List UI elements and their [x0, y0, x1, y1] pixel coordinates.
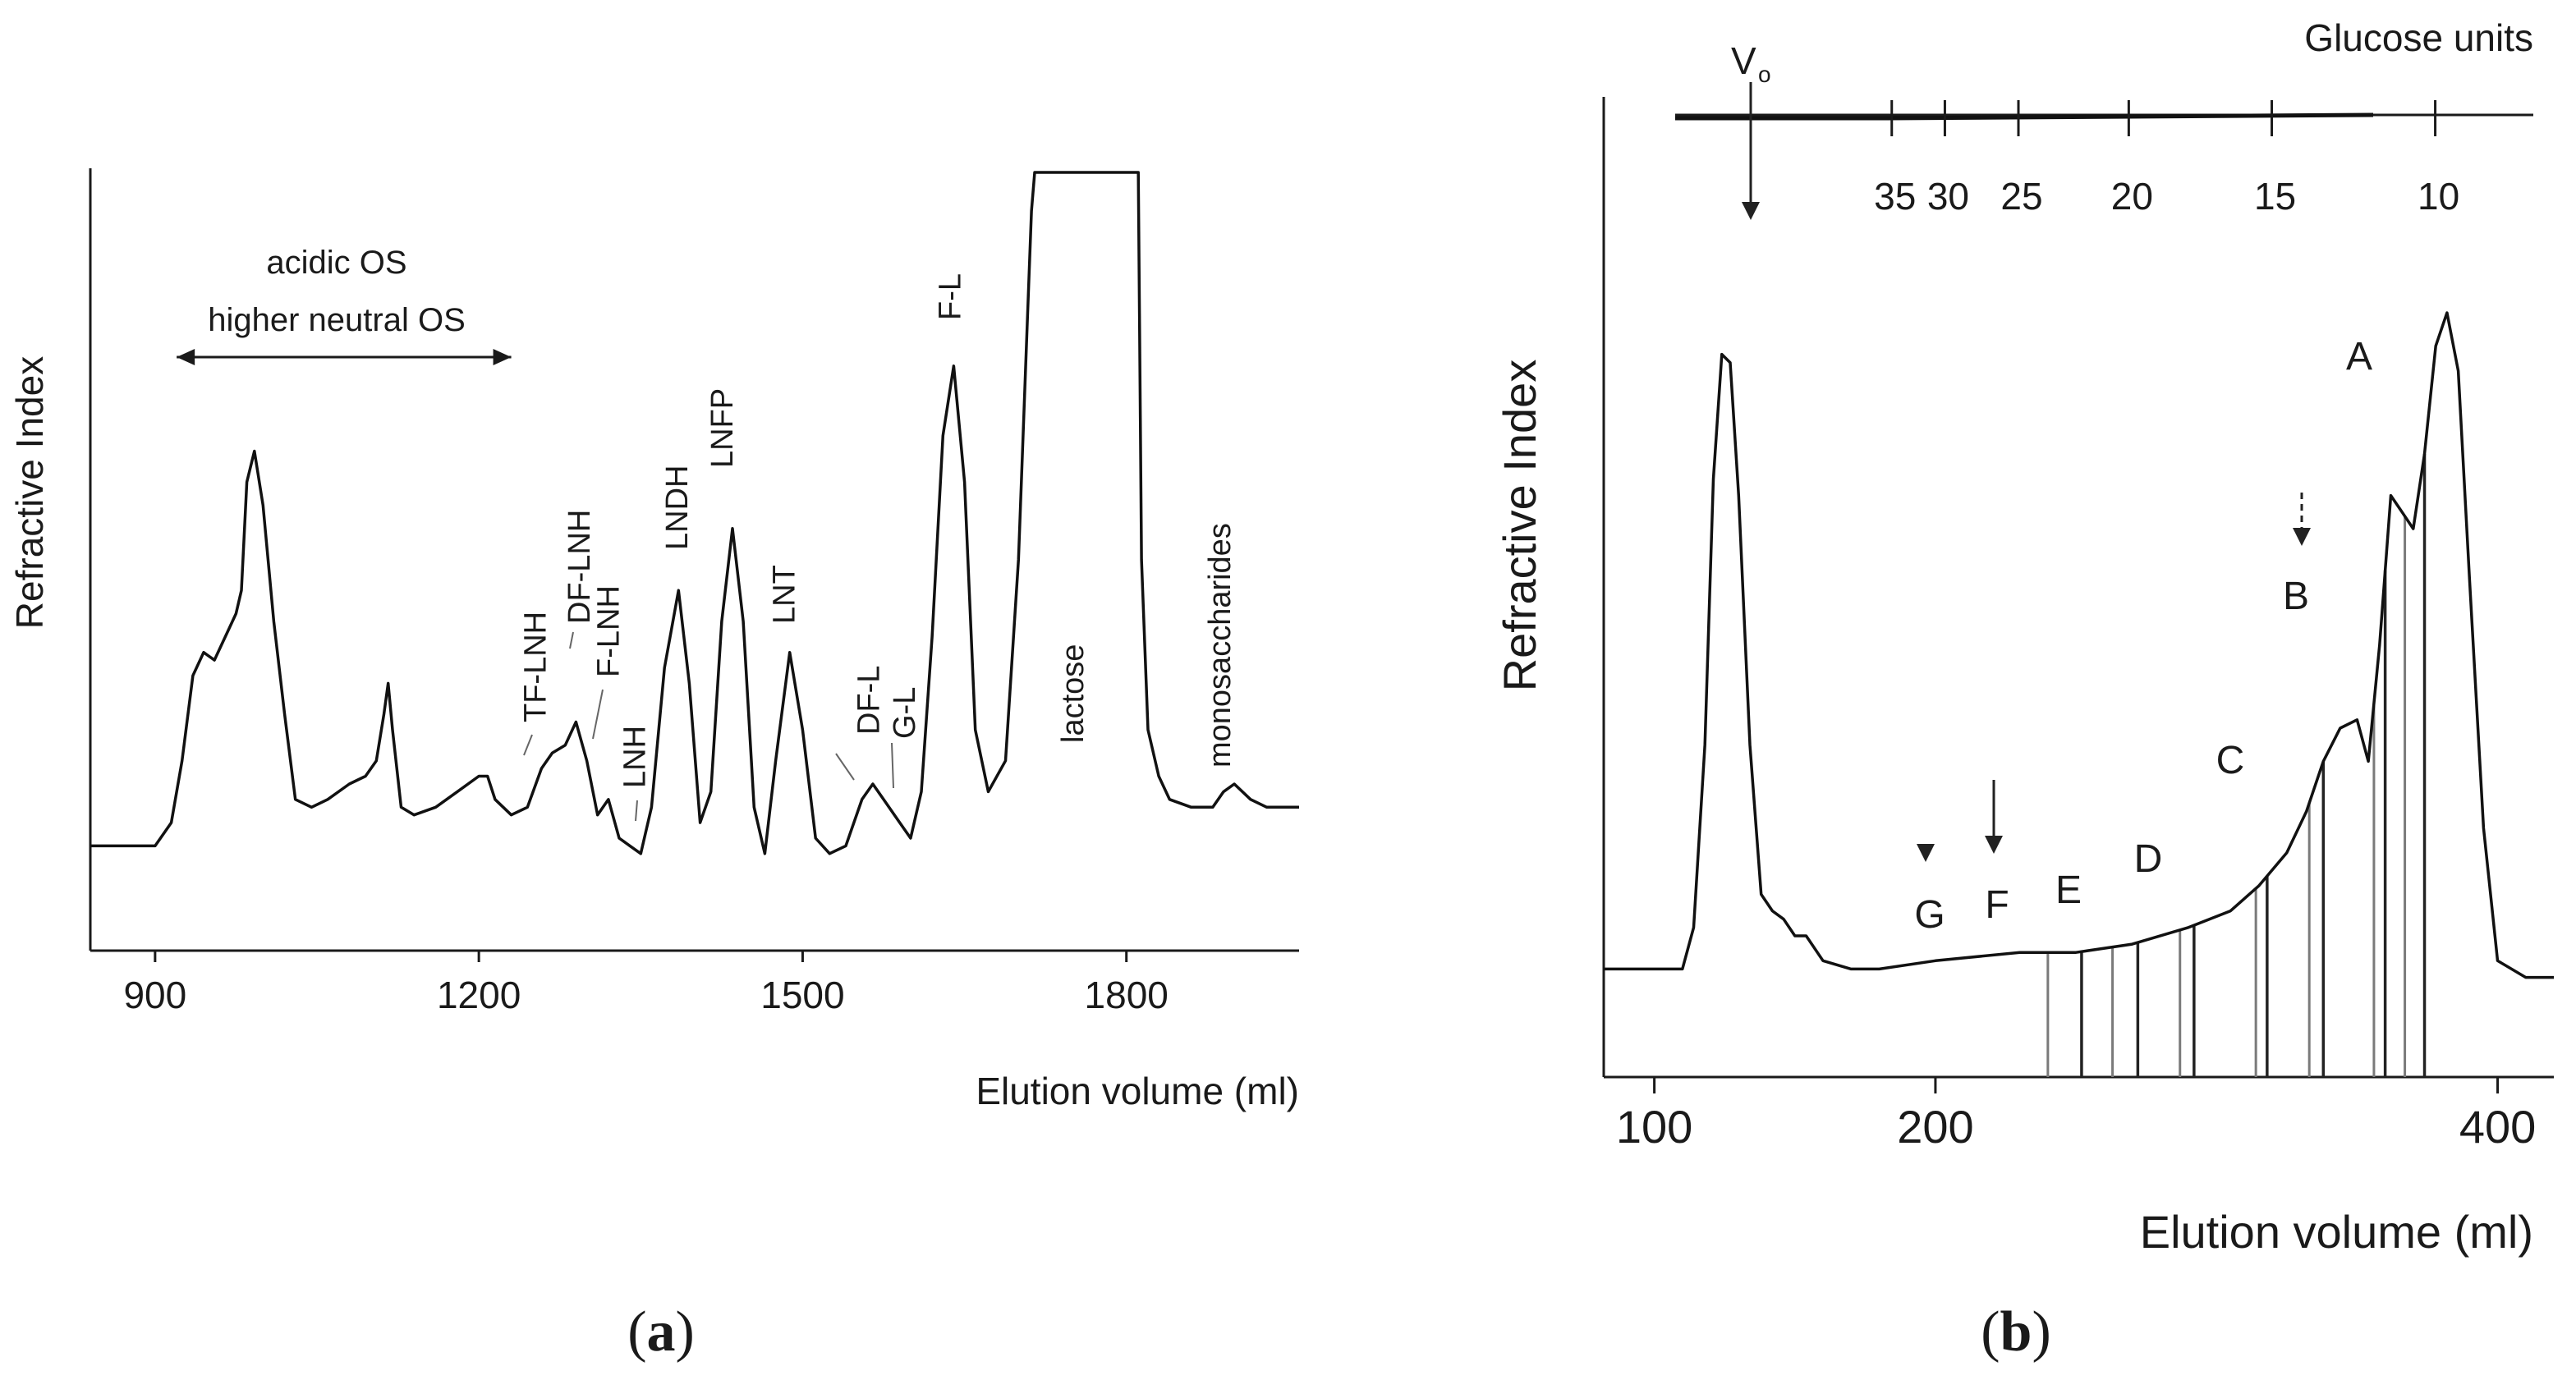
arrow-head: [1742, 202, 1760, 220]
panel-a-y-axis-label: Refractive Index: [8, 356, 51, 629]
fraction-letter: C: [2216, 739, 2245, 782]
peak-label: lactose: [1056, 644, 1091, 743]
x-tick-label: 1800: [1085, 974, 1169, 1016]
panel-label-b: (b): [1981, 1300, 2051, 1364]
fraction-letter: F: [1985, 883, 2009, 927]
peak-label: G-L: [888, 687, 922, 739]
panel-b-chromatogram-trace: [1604, 311, 2554, 979]
glucose-tick-label: 30: [1927, 175, 1969, 218]
x-tick-label: 200: [1897, 1101, 1973, 1153]
arrow-head: [2293, 528, 2311, 546]
x-tick-label: 100: [1616, 1101, 1692, 1153]
x-tick-label: 1200: [437, 974, 521, 1016]
fraction-letter: D: [2134, 837, 2163, 881]
peak-label: LNFP: [705, 388, 740, 468]
arrow-head: [1985, 836, 2003, 854]
x-tick-label: 1500: [760, 974, 844, 1016]
panel-b-x-axis-label: Elution volume (ml): [2140, 1206, 2533, 1258]
fraction-letter: B: [2283, 575, 2309, 618]
peak-leader-line: [891, 742, 894, 789]
panel-a-x-tick-labels: 900 1200 1500 1800: [123, 974, 1168, 1016]
x-tick-label: 900: [123, 974, 186, 1016]
peak-label: DF-LNH: [562, 510, 597, 624]
peak-leader-line: [569, 631, 574, 649]
x-tick-label: 400: [2459, 1101, 2536, 1153]
panel-b: Glucose units V o 35 30 25 20 15 10 100 200 400…: [1494, 16, 2554, 1258]
arrow-head: [1917, 844, 1935, 862]
panel-b-arrows: [1742, 82, 2311, 862]
peak-label: F-L: [933, 273, 967, 320]
glucose-units-tick-labels: 35 30 25 20 15 10: [1874, 175, 2459, 218]
panel-a-x-axis-label: Elution volume (ml): [976, 1070, 1299, 1112]
glucose-tick-label: 10: [2418, 175, 2459, 218]
void-volume-label: V: [1731, 39, 1756, 82]
glucose-tick-label: 15: [2254, 175, 2296, 218]
range-annotation-arrow: [177, 349, 512, 365]
range-annotation-line-1: acidic OS: [266, 245, 406, 281]
range-arrow-head-left: [177, 349, 195, 365]
peak-label: monosaccharides: [1203, 523, 1237, 768]
panel-a: 900 1200 1500 1800 Elution volume (ml) Refr…: [8, 168, 1299, 1112]
fraction-letter: G: [1914, 893, 1945, 937]
void-volume-marker: V o: [1731, 39, 1771, 87]
peak-label: LNH: [618, 726, 653, 788]
panel-b-y-axis-label: Refractive Index: [1494, 360, 1545, 692]
glucose-tick-label: 25: [2000, 175, 2042, 218]
range-annotation-line-2: higher neutral OS: [208, 302, 466, 338]
panel-label-a: (a): [627, 1300, 695, 1364]
glucose-tick-label: 35: [1874, 175, 1916, 218]
panel-b-x-ticks: [1653, 1077, 2500, 1093]
peak-label: TF-LNH: [519, 612, 553, 722]
range-arrow-head-right: [493, 349, 512, 365]
peak-leader-line: [523, 734, 533, 756]
peak-leader-line: [592, 689, 604, 740]
void-volume-subscript: o: [1758, 62, 1771, 87]
peak-leader-line: [835, 753, 855, 781]
panel-b-fraction-letters: A B C D E FG: [1914, 335, 2372, 937]
glucose-units-ticks: [1890, 100, 2437, 136]
peak-label: F-LNH: [591, 585, 626, 677]
fraction-letter: A: [2346, 335, 2372, 378]
glucose-units-title: Glucose units: [2304, 16, 2533, 59]
peak-leader-line: [635, 800, 638, 822]
fraction-lines: [2046, 454, 2427, 1077]
panel-a-x-ticks: [154, 951, 1128, 962]
panel-a-peak-leaders: [523, 631, 894, 822]
glucose-tick-label: 20: [2111, 175, 2153, 218]
peak-label: LNDH: [660, 465, 695, 550]
fraction-letter: E: [2055, 869, 2082, 912]
panel-b-x-tick-labels: 100 200 400: [1616, 1101, 2536, 1153]
peak-label: DF-L: [852, 666, 886, 735]
panel-a-chromatogram-trace: [90, 171, 1299, 855]
peak-label: LNT: [768, 565, 802, 624]
glucose-axis-thick-segment: [1675, 112, 2374, 121]
